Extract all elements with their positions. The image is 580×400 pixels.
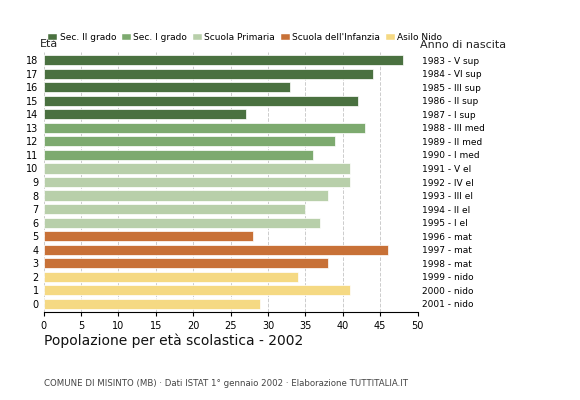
Text: Anno di nascita: Anno di nascita bbox=[420, 40, 506, 50]
Bar bbox=[44, 150, 313, 160]
Bar bbox=[44, 190, 328, 201]
Text: COMUNE DI MISINTO (MB) · Dati ISTAT 1° gennaio 2002 · Elaborazione TUTTITALIA.IT: COMUNE DI MISINTO (MB) · Dati ISTAT 1° g… bbox=[44, 379, 408, 388]
Bar bbox=[44, 55, 403, 65]
Bar bbox=[44, 218, 320, 228]
Bar bbox=[44, 231, 253, 241]
Bar bbox=[44, 96, 358, 106]
Bar bbox=[44, 285, 350, 296]
Bar bbox=[44, 299, 260, 309]
Bar bbox=[44, 68, 373, 79]
Bar bbox=[44, 272, 298, 282]
Bar bbox=[44, 109, 245, 119]
Bar bbox=[44, 163, 350, 174]
Bar bbox=[44, 136, 335, 146]
Bar bbox=[44, 258, 328, 268]
Bar bbox=[44, 123, 365, 133]
Legend: Sec. II grado, Sec. I grado, Scuola Primaria, Scuola dell'Infanzia, Asilo Nido: Sec. II grado, Sec. I grado, Scuola Prim… bbox=[48, 33, 443, 42]
Bar bbox=[44, 177, 350, 187]
Text: Età: Età bbox=[40, 39, 58, 49]
Bar bbox=[44, 82, 291, 92]
Text: Popolazione per età scolastica - 2002: Popolazione per età scolastica - 2002 bbox=[44, 334, 303, 348]
Bar bbox=[44, 204, 305, 214]
Bar bbox=[44, 245, 387, 255]
